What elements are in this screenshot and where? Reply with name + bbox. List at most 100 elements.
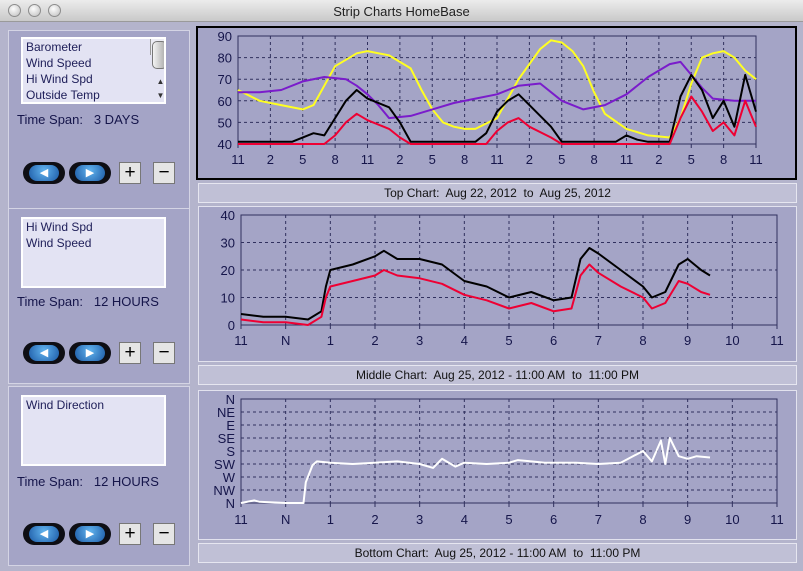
series-line-2 <box>238 73 757 143</box>
scroll-forward-button[interactable]: ▶ <box>69 523 111 545</box>
x-tick-label: 11 <box>361 152 375 167</box>
y-tick-label: S <box>226 444 235 459</box>
x-tick-label: 11 <box>770 512 784 527</box>
x-tick-label: N <box>281 512 290 527</box>
x-tick-label: 6 <box>550 333 557 348</box>
x-tick-label: 11 <box>620 152 634 167</box>
scroll-forward-button[interactable]: ▶ <box>69 162 111 184</box>
x-tick-label: 4 <box>461 333 468 348</box>
x-tick-label: 7 <box>595 333 602 348</box>
timespan-label: Time Span: <box>17 294 83 309</box>
arrow-left-icon: ◀ <box>29 165 59 181</box>
x-tick-label: 11 <box>749 152 763 167</box>
y-tick-label: N <box>226 392 235 407</box>
y-tick-label: 90 <box>218 29 232 44</box>
y-tick-label: 0 <box>228 318 235 333</box>
scrollbar-thumb[interactable] <box>152 41 164 69</box>
y-tick-label: SE <box>218 431 236 446</box>
y-tick-label: N <box>226 496 235 511</box>
y-tick-label: E <box>226 418 235 433</box>
x-tick-label: 5 <box>505 512 512 527</box>
x-tick-label: 11 <box>234 333 248 348</box>
zoom-out-button[interactable]: − <box>153 342 175 364</box>
top-series-list[interactable]: Barometer Wind Speed Hi Wind Spd Outside… <box>21 37 166 104</box>
scroll-back-button[interactable]: ◀ <box>23 523 65 545</box>
y-tick-label: NE <box>217 405 235 420</box>
timespan-value: 12 HOURS <box>93 294 159 309</box>
y-tick-label: 70 <box>218 72 232 87</box>
x-tick-label: 2 <box>371 512 378 527</box>
bottom-chart-panel[interactable]: N NW W SW S SE E NE N 11 N 1 2 3 4 5 6 7 8 9 10 11 <box>198 390 797 540</box>
window-title: Strip Charts HomeBase <box>333 4 470 19</box>
timespan-value: 3 DAYS <box>93 112 140 127</box>
x-tick-label: 2 <box>655 152 662 167</box>
x-tick-label: 3 <box>416 333 423 348</box>
list-item[interactable]: Hi Wind Spd <box>26 72 93 86</box>
x-tick-label: 8 <box>461 152 468 167</box>
x-tick-label: 5 <box>505 333 512 348</box>
x-tick-label: 3 <box>416 512 423 527</box>
list-item[interactable]: Wind Speed <box>26 56 92 70</box>
timespan-label: Time Span: <box>17 474 83 489</box>
list-item[interactable]: Barometer <box>26 40 83 54</box>
x-tick-label: 2 <box>526 152 533 167</box>
y-tick-label: SW <box>214 457 236 472</box>
zoom-out-button[interactable]: − <box>153 523 175 545</box>
top-chart: 40 50 60 70 80 90 11 2 5 8 11 2 5 8 11 2 5 8 11 2 5 8 11 <box>218 29 763 167</box>
list-item[interactable]: Wind Direction <box>26 398 105 412</box>
zoom-in-button[interactable]: + <box>119 342 141 364</box>
top-chart-caption: Top Chart: Aug 22, 2012 to Aug 25, 2012 <box>198 183 797 203</box>
bottom-series-list[interactable]: Wind Direction <box>21 395 166 466</box>
zoom-window-icon[interactable] <box>48 4 61 17</box>
top-chart-panel[interactable]: 40 50 60 70 80 90 11 2 5 8 11 2 5 8 11 2 5 8 11 2 5 8 11 <box>196 26 797 180</box>
series-line-1 <box>238 60 756 120</box>
y-tick-label: 60 <box>218 94 232 109</box>
list-item[interactable]: Wind Speed <box>26 236 92 250</box>
series-line-0 <box>240 437 711 504</box>
scroll-forward-button[interactable]: ▶ <box>69 342 111 364</box>
x-tick-label: 6 <box>550 512 557 527</box>
y-tick-label: 20 <box>221 263 235 278</box>
minimize-window-icon[interactable] <box>28 4 41 17</box>
scroll-up-icon[interactable]: ▲ <box>156 77 165 86</box>
x-tick-label: 1 <box>327 512 334 527</box>
y-tick-label: 50 <box>218 115 232 130</box>
y-tick-label: 30 <box>221 236 235 251</box>
zoom-out-button[interactable]: − <box>153 162 175 184</box>
list-scrollbar[interactable]: ▲ ▼ <box>150 39 164 100</box>
bottom-controls-panel: Wind Direction Time Span: 12 HOURS ◀ ▶ +… <box>8 386 190 566</box>
x-tick-label: 8 <box>591 152 598 167</box>
zoom-in-button[interactable]: + <box>119 523 141 545</box>
bottom-chart-caption: Bottom Chart: Aug 25, 2012 - 11:00 AM to… <box>198 543 797 563</box>
middle-series-list[interactable]: Hi Wind Spd Wind Speed <box>21 217 166 288</box>
scroll-back-button[interactable]: ◀ <box>23 342 65 364</box>
zoom-in-button[interactable]: + <box>119 162 141 184</box>
x-tick-label: 10 <box>725 333 739 348</box>
middle-chart-panel[interactable]: 0 10 20 30 40 11 N 1 2 3 4 5 6 7 8 9 10 11 <box>198 206 797 362</box>
x-tick-label: 11 <box>490 152 504 167</box>
x-tick-label: 9 <box>684 512 691 527</box>
timespan-label: Time Span: <box>17 112 83 127</box>
close-window-icon[interactable] <box>8 4 21 17</box>
x-tick-label: 2 <box>396 152 403 167</box>
x-tick-label: 11 <box>234 512 248 527</box>
arrow-right-icon: ▶ <box>75 165 105 181</box>
y-tick-label: 80 <box>218 51 232 66</box>
x-tick-label: 8 <box>639 333 646 348</box>
list-item[interactable]: Outside Temp <box>26 88 100 102</box>
series-line-3 <box>238 95 757 145</box>
x-tick-label: 11 <box>770 333 784 348</box>
y-tick-label: 40 <box>218 137 232 152</box>
timespan-text: Time Span: 3 DAYS <box>17 112 139 127</box>
series-line-0 <box>240 247 711 321</box>
x-tick-label: 5 <box>688 152 695 167</box>
y-tick-label: 40 <box>221 208 235 223</box>
x-tick-label: 4 <box>461 512 468 527</box>
y-tick-label: 10 <box>221 291 235 306</box>
scroll-down-icon[interactable]: ▼ <box>156 91 165 100</box>
list-item[interactable]: Hi Wind Spd <box>26 220 93 234</box>
timespan-text: Time Span: 12 HOURS <box>17 474 159 489</box>
x-tick-label: 8 <box>639 512 646 527</box>
scroll-back-button[interactable]: ◀ <box>23 162 65 184</box>
